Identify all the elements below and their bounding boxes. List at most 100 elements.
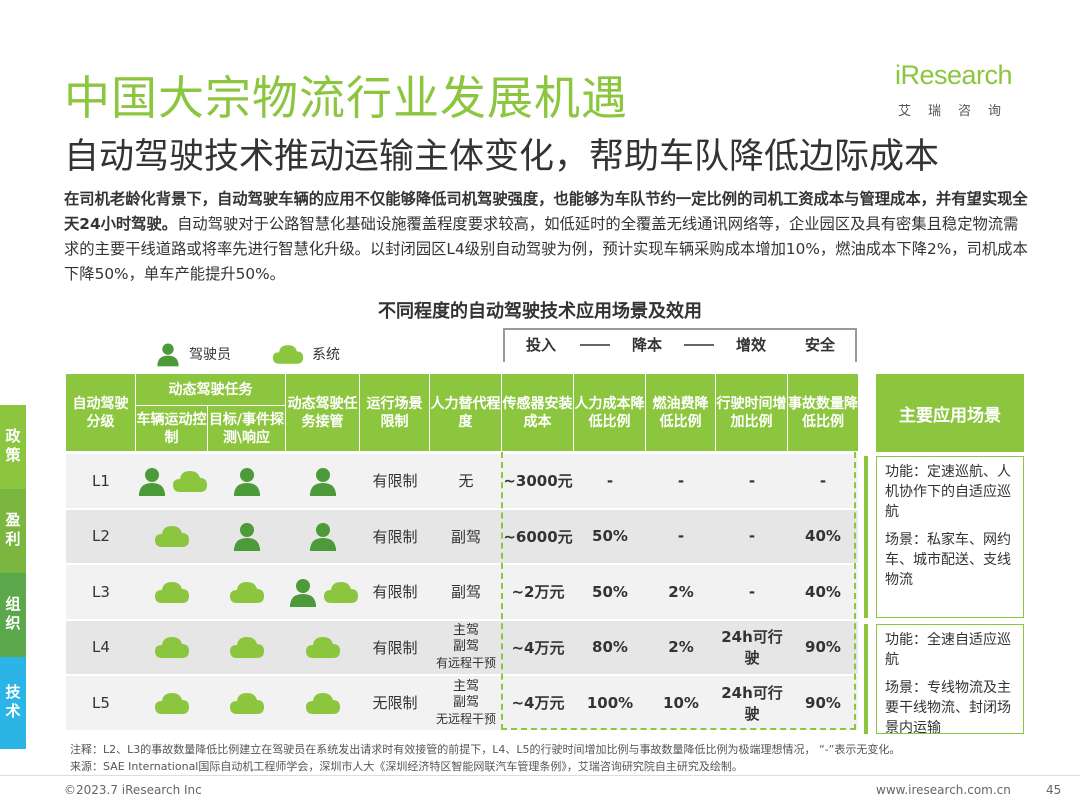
legend-system: 系统 xyxy=(272,340,340,368)
table-cell-limit: 有限制 xyxy=(360,565,430,620)
footer-website[interactable]: www.iresearch.com.cn xyxy=(876,783,1011,797)
driver-icon xyxy=(287,576,319,608)
cloud-icon xyxy=(172,468,208,494)
note-comment: 注释：L2、L3的事故数量降低比例建立在驾驶员在系统发出请求时有效接管的前提下，… xyxy=(70,743,901,756)
side-tab-profit[interactable]: 盈利 xyxy=(0,489,26,573)
cell-line: 主驾 xyxy=(452,623,479,639)
footer-copyright: ©2023.7 iResearch Inc xyxy=(64,783,202,797)
header-fuel-cost: 燃油费降低比例 xyxy=(646,374,716,452)
scene-box-2: 功能：全速自适应巡航 场景：专线物流及主要干线物流、封闭场景内运输 xyxy=(876,624,1024,736)
table-cell-control xyxy=(136,676,208,731)
side-tabs: 政策 盈利 组织 技术 xyxy=(0,405,26,749)
note-source: 来源：SAE International国际自动机工程师学会，深圳市人大《深圳经… xyxy=(70,760,743,773)
table-cell-limit: 有限制 xyxy=(360,509,430,564)
cell-line: 无远程干预 xyxy=(435,711,496,726)
cloud-icon xyxy=(229,579,265,605)
header-main-scene: 主要应用场景 xyxy=(876,374,1024,452)
driver-icon xyxy=(155,341,181,367)
driver-icon xyxy=(307,520,339,552)
table-cell-accident: 90% xyxy=(788,676,858,731)
cell-multiline: 主驾 副驾 无远程干预 xyxy=(436,679,496,727)
header-takeover: 动态驾驶任务接管 xyxy=(286,374,360,452)
header-labor-cost: 人力成本降低比例 xyxy=(574,374,646,452)
cloud-icon xyxy=(154,523,190,549)
table-cell-replace: 主驾 副驾 无远程干预 xyxy=(430,676,502,731)
table-cell-takeover xyxy=(286,454,360,509)
cell-line: 主驾 xyxy=(452,678,479,694)
table-cell-labor: - xyxy=(574,454,646,509)
table-cell-limit: 无限制 xyxy=(360,676,430,731)
table-cell-detect xyxy=(208,509,286,564)
cloud-icon xyxy=(229,690,265,716)
table-cell-accident: - xyxy=(788,454,858,509)
scene-1-func: 功能：定速巡航、人机协作下的自适应巡航 xyxy=(885,464,1011,520)
cell-multiline: 24h可行驶 xyxy=(721,682,783,724)
driver-icon xyxy=(231,520,263,552)
logo-sub: 艾瑞咨询 xyxy=(898,104,1019,119)
page-subtitle: 自动驾驶技术推动运输主体变化，帮助车队降低边际成本 xyxy=(64,137,940,177)
table-cell-level: L2 xyxy=(66,509,136,564)
page-title: 中国大宗物流行业发展机遇 xyxy=(64,71,628,125)
cloud-icon xyxy=(229,634,265,660)
table-cell-labor: 50% xyxy=(574,565,646,620)
arrow-line xyxy=(580,344,610,346)
table-cell-sensor: ~4万元 xyxy=(502,676,574,731)
table-cell-control xyxy=(136,454,208,509)
header-dynamic-task: 动态驾驶任务 xyxy=(136,374,286,406)
cloud-icon xyxy=(272,342,304,366)
legend-system-label: 系统 xyxy=(312,347,340,363)
table-cell-level: L5 xyxy=(66,676,136,731)
group-reduce: 降本 xyxy=(628,334,667,355)
group-efficiency: 增效 xyxy=(732,334,771,355)
table-cell-labor: 100% xyxy=(574,676,646,731)
driver-icon xyxy=(307,465,339,497)
table-cell-detect xyxy=(208,676,286,731)
table-cell-labor: 80% xyxy=(574,620,646,675)
scene-bar-2 xyxy=(864,624,868,734)
table-cell-detect xyxy=(208,620,286,675)
group-invest: 投入 xyxy=(522,334,561,355)
table-cell-time: - xyxy=(716,454,788,509)
table-cell-replace: 副驾 xyxy=(430,509,502,564)
table-cell-control xyxy=(136,565,208,620)
table-cell-takeover xyxy=(286,620,360,675)
notes: 注释：L2、L3的事故数量降低比例建立在驾驶员在系统发出请求时有效接管的前提下，… xyxy=(70,741,1030,775)
intro-paragraph: 在司机老龄化背景下，自动驾驶车辆的应用不仅能够降低司机驾驶强度，也能够为车队节约… xyxy=(64,187,1032,287)
table-cell-takeover xyxy=(286,509,360,564)
scene-bar-1 xyxy=(864,456,868,618)
table-cell-level: L1 xyxy=(66,454,136,509)
cell-multiline: 24h可行驶 xyxy=(721,626,783,668)
table-cell-detect xyxy=(208,454,286,509)
cloud-icon xyxy=(323,579,359,605)
table-cell-accident: 90% xyxy=(788,620,858,675)
side-tab-org[interactable]: 组织 xyxy=(0,573,26,657)
header-vehicle-control: 车辆运动控制 xyxy=(136,406,208,452)
side-tab-policy[interactable]: 政策 xyxy=(0,405,26,489)
footer-divider xyxy=(0,775,1080,776)
table-cell-limit: 有限制 xyxy=(360,454,430,509)
cell-line: 驶 xyxy=(744,704,760,723)
table-cell-time: - xyxy=(716,509,788,564)
legend-driver: 驾驶员 xyxy=(155,340,231,368)
side-tab-tech[interactable]: 技术 xyxy=(0,657,26,749)
header-scenario-limit: 运行场景限制 xyxy=(360,374,430,452)
table-cell-labor: 50% xyxy=(574,509,646,564)
table-title: 不同程度的自动驾驶技术应用场景及效用 xyxy=(378,301,702,322)
cloud-icon xyxy=(154,634,190,660)
cell-line: 24h可行 xyxy=(721,628,783,647)
arrow-line xyxy=(684,344,714,346)
cell-line: 24h可行 xyxy=(721,683,783,702)
cell-multiline: 主驾 副驾 有远程干预 xyxy=(436,623,496,671)
iresearch-logo: iResearch 艾瑞咨询 xyxy=(895,60,1025,120)
scene-2-scene: 场景：专线物流及主要干线物流、封闭场景内运输 xyxy=(885,680,1011,736)
table-cell-level: L3 xyxy=(66,565,136,620)
table-cell-sensor: ~6000元 xyxy=(502,509,574,564)
table-cell-time: - xyxy=(716,565,788,620)
driver-icon xyxy=(136,465,168,497)
table-cell-fuel: - xyxy=(646,509,716,564)
table-cell-level: L4 xyxy=(66,620,136,675)
table-cell-sensor: ~3000元 xyxy=(502,454,574,509)
cloud-icon xyxy=(305,634,341,660)
logo-brand: iResearch xyxy=(895,60,1013,90)
table-cell-replace: 副驾 xyxy=(430,565,502,620)
